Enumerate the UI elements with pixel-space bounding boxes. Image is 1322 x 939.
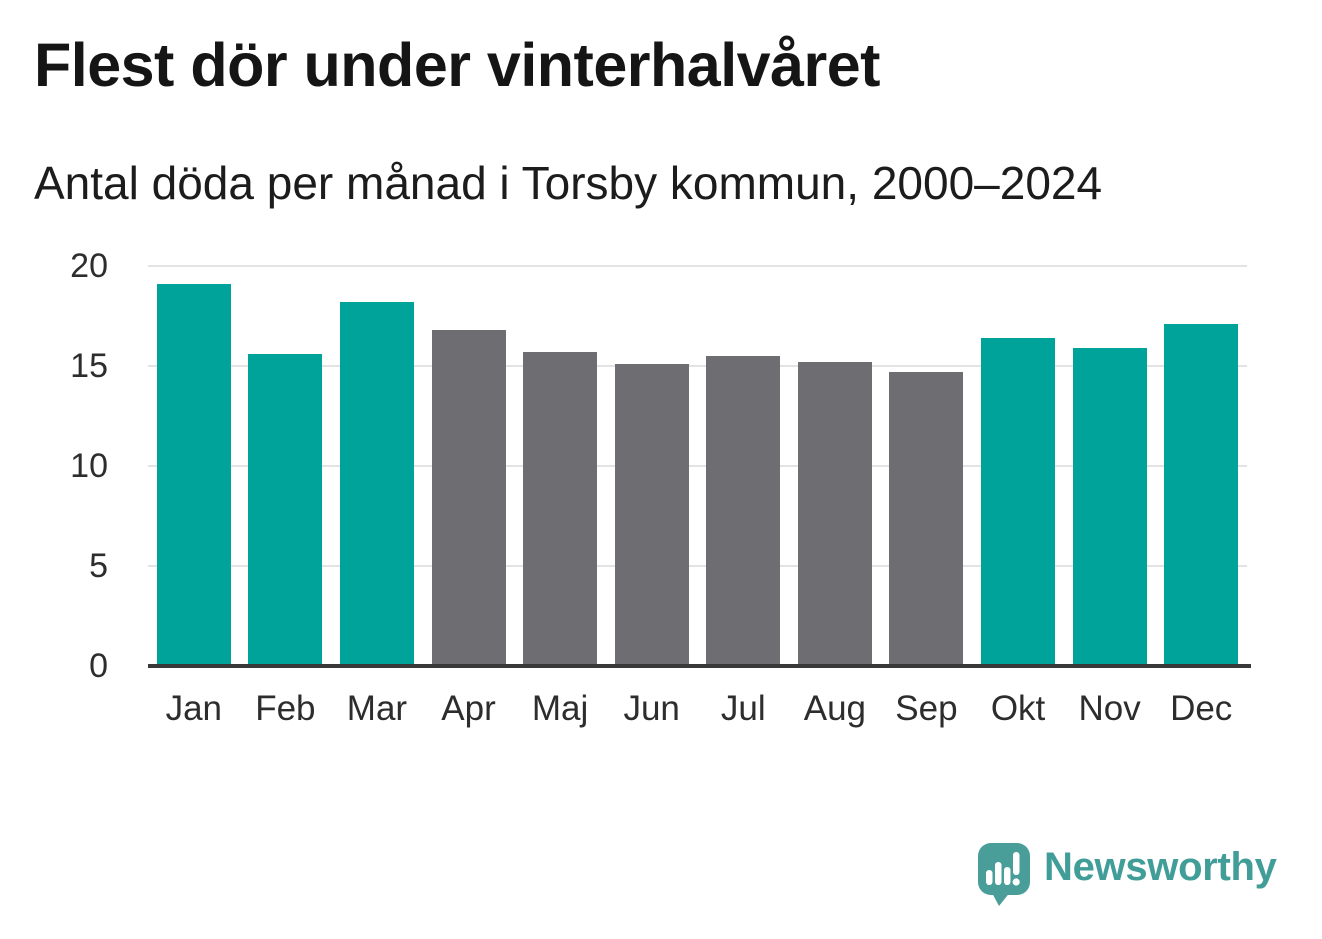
y-axis-label-15: 15 (70, 347, 108, 385)
bar-maj (523, 352, 598, 666)
bar-mar (339, 302, 414, 666)
x-axis-label-jun: Jun (623, 689, 680, 728)
bar-feb (248, 354, 323, 666)
chart-subtitle: Antal döda per månad i Torsby kommun, 20… (34, 157, 1103, 209)
bar-aug (797, 362, 872, 666)
bar-apr (431, 330, 506, 666)
x-axis-label-okt: Okt (990, 689, 1046, 728)
bar-dec (1164, 324, 1239, 666)
y-axis-label-10: 10 (70, 447, 108, 485)
x-axis-label-feb: Feb (255, 689, 316, 728)
x-axis-label-apr: Apr (441, 689, 496, 728)
x-axis-line (148, 664, 1251, 668)
x-axis-label-maj: Maj (531, 689, 589, 728)
x-axis-label-aug: Aug (803, 689, 866, 728)
bar-jun (614, 364, 689, 666)
newsworthy-logo-icon (978, 843, 1030, 906)
gridline-5 (148, 565, 1247, 567)
x-axis-label-jan: Jan (165, 689, 222, 728)
brand-footer: Newsworthy (978, 843, 1277, 906)
bar-sep (889, 372, 964, 666)
x-axis-label-mar: Mar (346, 689, 408, 728)
bar-okt (981, 338, 1056, 666)
plot-area (148, 265, 1251, 668)
bar-jul (706, 356, 781, 666)
chart-title: Flest dör under vinterhalvåret (34, 31, 881, 99)
y-axis-label-5: 5 (89, 547, 108, 585)
x-axis-label-sep: Sep (895, 689, 958, 728)
bar-nov (1072, 348, 1147, 666)
brand-name: Newsworthy (1044, 845, 1277, 889)
gridline-20 (148, 265, 1247, 267)
gridline-10 (148, 465, 1247, 467)
bar-jan (156, 284, 231, 666)
x-axis-label-jul: Jul (720, 689, 766, 728)
x-axis-label-dec: Dec (1170, 689, 1233, 728)
y-axis-label-0: 0 (89, 647, 108, 685)
x-axis-label-nov: Nov (1078, 689, 1141, 728)
y-axis-label-20: 20 (70, 247, 108, 285)
gridline-15 (148, 365, 1247, 367)
